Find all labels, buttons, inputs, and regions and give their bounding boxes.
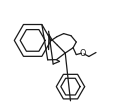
Text: O: O — [79, 49, 86, 58]
